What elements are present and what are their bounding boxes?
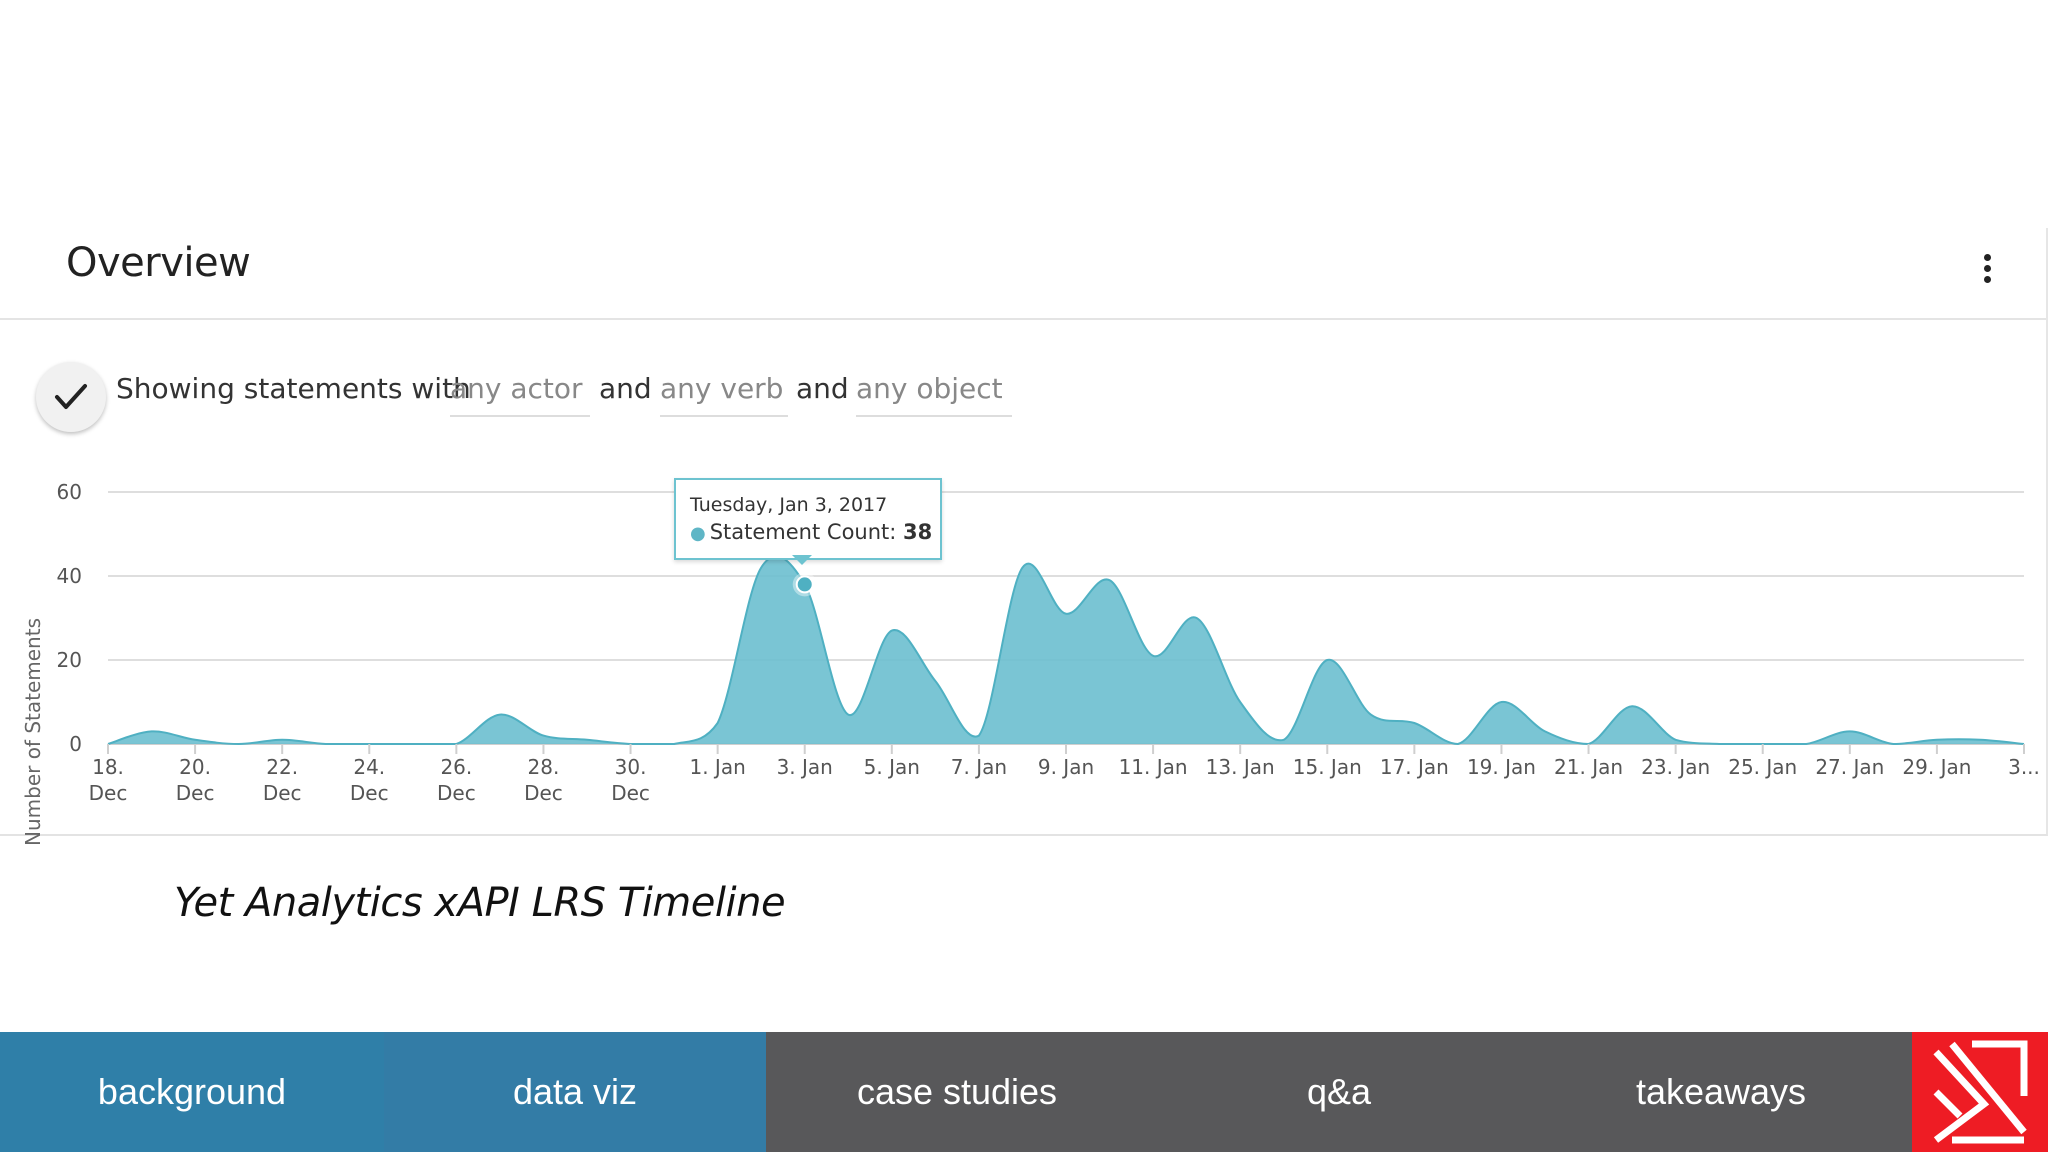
tooltip-value: 38 <box>903 520 933 544</box>
x-tick-label: 20. <box>179 755 211 779</box>
filter-conjunction: and <box>796 372 849 405</box>
more-vertical-icon[interactable] <box>1972 248 2002 288</box>
check-icon <box>55 384 87 409</box>
filter-prefix: Showing statements with <box>116 372 471 405</box>
x-tick-label: 19. Jan <box>1467 755 1536 779</box>
x-tick-label: 7. Jan <box>951 755 1007 779</box>
tooltip-count: ● Statement Count: 38 <box>690 520 932 544</box>
statements-timeline-chart: 18.Dec20.Dec22.Dec24.Dec26.Dec28.Dec30.D… <box>21 480 2040 846</box>
y-axis-title: Number of Statements <box>21 618 45 846</box>
x-tick-label: Dec <box>263 781 302 805</box>
nav-item-data-viz[interactable]: data viz <box>384 1032 766 1152</box>
tooltip-arrow <box>792 555 812 565</box>
x-tick-label: 15. Jan <box>1293 755 1362 779</box>
x-tick-label: Dec <box>611 781 650 805</box>
x-tick-label: Dec <box>350 781 389 805</box>
section-navbar: background data viz case studies q&a tak… <box>0 1032 2048 1152</box>
slide-caption: Yet Analytics xAPI LRS Timeline <box>174 880 786 926</box>
series-area <box>108 556 2024 744</box>
y-tick-label: 0 <box>69 732 82 756</box>
x-tick-label: 26. <box>440 755 472 779</box>
x-tick-label: 3... <box>2008 755 2040 779</box>
x-tick-label: 3. Jan <box>777 755 833 779</box>
check-button[interactable] <box>36 362 106 432</box>
x-tick-label: 25. Jan <box>1728 755 1797 779</box>
x-tick-label: 9. Jan <box>1038 755 1094 779</box>
x-tick-label: 27. Jan <box>1815 755 1884 779</box>
verb-filter-input[interactable]: any verb <box>660 372 788 417</box>
tooltip-label: Statement Count: <box>709 520 897 544</box>
x-tick-label: Dec <box>524 781 563 805</box>
x-tick-label: 17. Jan <box>1380 755 1449 779</box>
x-tick-label: 13. Jan <box>1206 755 1275 779</box>
filter-conjunction: and <box>599 372 652 405</box>
x-tick-label: 29. Jan <box>1902 755 1971 779</box>
nav-item-case-studies[interactable]: case studies <box>766 1032 1148 1152</box>
nav-item-qa[interactable]: q&a <box>1148 1032 1530 1152</box>
y-tick-label: 60 <box>57 480 82 504</box>
object-filter-input[interactable]: any object <box>856 372 1012 417</box>
x-tick-label: 28. <box>528 755 560 779</box>
highlight-point[interactable] <box>795 575 814 594</box>
brand-logo-icon[interactable] <box>1912 1032 2048 1152</box>
nav-item-takeaways[interactable]: takeaways <box>1530 1032 1912 1152</box>
series-dot-icon: ● <box>690 523 706 544</box>
nav-item-background[interactable]: background <box>0 1032 384 1152</box>
x-tick-label: 11. Jan <box>1119 755 1188 779</box>
x-tick-label: Dec <box>89 781 128 805</box>
x-tick-label: 30. <box>615 755 647 779</box>
x-tick-label: Dec <box>437 781 476 805</box>
panel-header: Overview <box>0 228 2046 320</box>
y-tick-label: 20 <box>57 648 82 672</box>
x-tick-label: 22. <box>266 755 298 779</box>
x-tick-label: 5. Jan <box>864 755 920 779</box>
x-tick-label: 18. <box>92 755 124 779</box>
actor-filter-input[interactable]: any actor <box>450 372 590 417</box>
x-tick-label: 1. Jan <box>689 755 745 779</box>
x-tick-label: 23. Jan <box>1641 755 1710 779</box>
y-tick-label: 40 <box>57 564 82 588</box>
tooltip-date: Tuesday, Jan 3, 2017 <box>690 494 888 516</box>
panel-title: Overview <box>66 240 251 286</box>
data-tooltip: Tuesday, Jan 3, 2017 ● Statement Count: 3… <box>674 478 942 560</box>
x-tick-label: 24. <box>353 755 385 779</box>
x-tick-label: 21. Jan <box>1554 755 1623 779</box>
x-tick-label: Dec <box>176 781 215 805</box>
